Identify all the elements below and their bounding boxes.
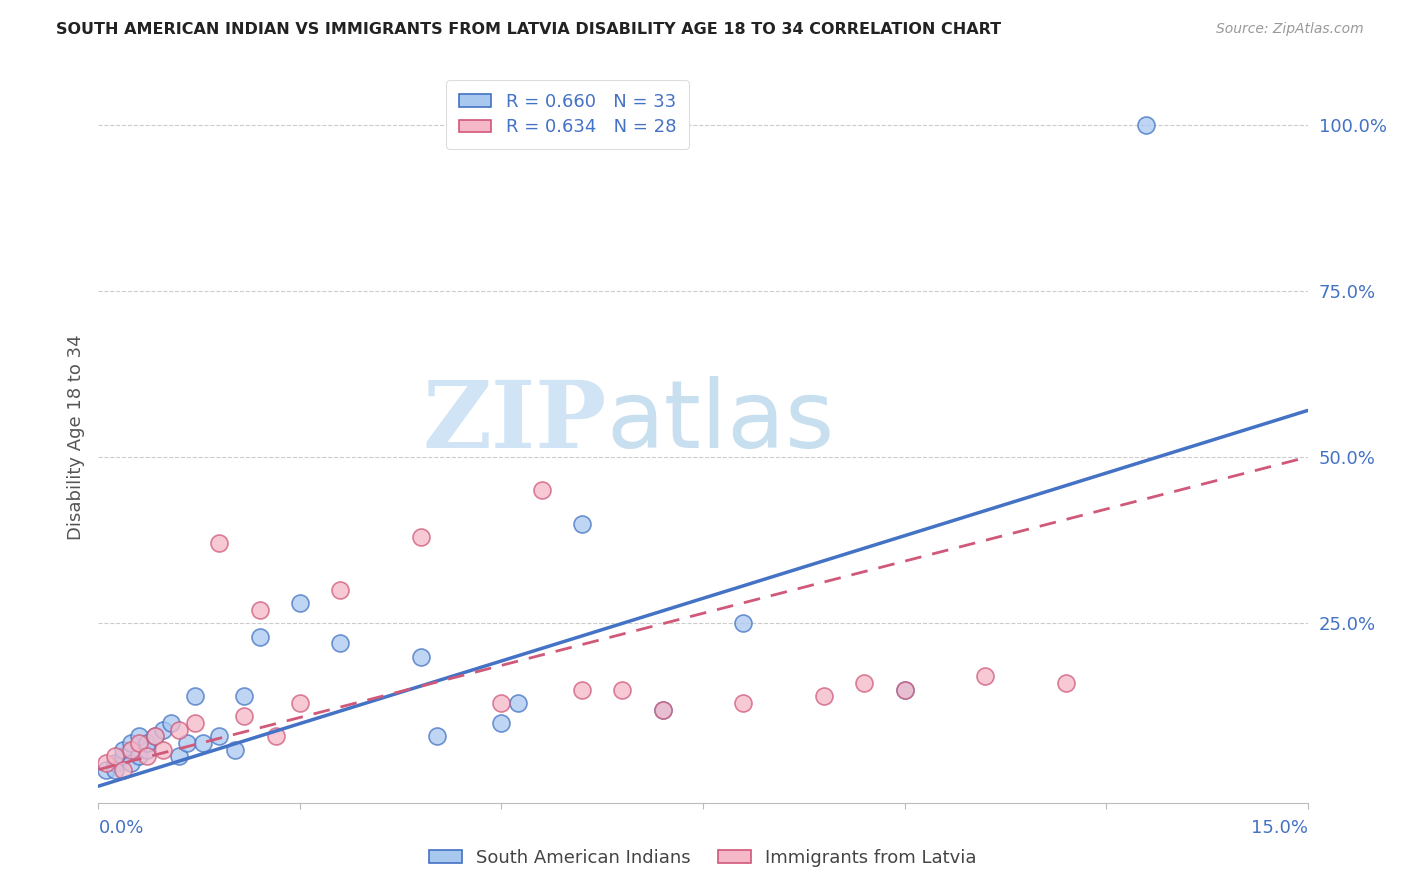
Point bbox=[128, 729, 150, 743]
Legend: South American Indians, Immigrants from Latvia: South American Indians, Immigrants from … bbox=[422, 842, 984, 874]
Point bbox=[329, 582, 352, 597]
Y-axis label: Disability Age 18 to 34: Disability Age 18 to 34 bbox=[66, 334, 84, 540]
Point bbox=[409, 649, 432, 664]
Point bbox=[491, 716, 513, 731]
Point bbox=[167, 723, 190, 737]
Point bbox=[208, 536, 231, 550]
Point bbox=[152, 742, 174, 756]
Point bbox=[426, 729, 449, 743]
Point bbox=[135, 742, 157, 756]
Point bbox=[506, 696, 529, 710]
Point bbox=[288, 596, 311, 610]
Point bbox=[651, 703, 673, 717]
Point bbox=[893, 682, 915, 697]
Point bbox=[733, 616, 755, 631]
Point bbox=[264, 729, 287, 743]
Point bbox=[120, 736, 142, 750]
Point bbox=[128, 736, 150, 750]
Point bbox=[143, 729, 166, 743]
Text: ZIP: ZIP bbox=[422, 377, 606, 467]
Point bbox=[249, 603, 271, 617]
Point bbox=[96, 756, 118, 770]
Point bbox=[232, 690, 254, 704]
Text: atlas: atlas bbox=[606, 376, 835, 468]
Point bbox=[111, 763, 134, 777]
Point bbox=[193, 736, 215, 750]
Point bbox=[135, 736, 157, 750]
Point bbox=[853, 676, 876, 690]
Point bbox=[224, 742, 246, 756]
Point bbox=[120, 756, 142, 770]
Point bbox=[409, 530, 432, 544]
Point bbox=[152, 723, 174, 737]
Point bbox=[103, 756, 125, 770]
Point bbox=[733, 696, 755, 710]
Point bbox=[288, 696, 311, 710]
Point bbox=[612, 682, 634, 697]
Point bbox=[651, 703, 673, 717]
Point bbox=[184, 690, 207, 704]
Text: 15.0%: 15.0% bbox=[1250, 820, 1308, 838]
Text: 0.0%: 0.0% bbox=[98, 820, 143, 838]
Point bbox=[103, 763, 125, 777]
Point bbox=[491, 696, 513, 710]
Point bbox=[530, 483, 553, 498]
Point bbox=[160, 716, 183, 731]
Point bbox=[813, 690, 835, 704]
Point bbox=[184, 716, 207, 731]
Point bbox=[571, 516, 593, 531]
Point bbox=[232, 709, 254, 723]
Point bbox=[571, 682, 593, 697]
Point bbox=[96, 763, 118, 777]
Point bbox=[974, 669, 997, 683]
Text: Source: ZipAtlas.com: Source: ZipAtlas.com bbox=[1216, 22, 1364, 37]
Point bbox=[167, 749, 190, 764]
Point bbox=[1054, 676, 1077, 690]
Point bbox=[143, 729, 166, 743]
Point bbox=[1135, 118, 1157, 132]
Point bbox=[135, 749, 157, 764]
Point bbox=[176, 736, 198, 750]
Point bbox=[103, 749, 125, 764]
Point bbox=[111, 749, 134, 764]
Point bbox=[111, 742, 134, 756]
Text: SOUTH AMERICAN INDIAN VS IMMIGRANTS FROM LATVIA DISABILITY AGE 18 TO 34 CORRELAT: SOUTH AMERICAN INDIAN VS IMMIGRANTS FROM… bbox=[56, 22, 1001, 37]
Point bbox=[329, 636, 352, 650]
Point bbox=[208, 729, 231, 743]
Point bbox=[120, 742, 142, 756]
Point bbox=[128, 749, 150, 764]
Point bbox=[893, 682, 915, 697]
Point bbox=[249, 630, 271, 644]
